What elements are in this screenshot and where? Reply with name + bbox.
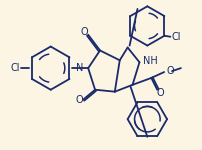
Text: O: O (76, 94, 83, 105)
Text: O: O (156, 88, 164, 98)
Text: NH: NH (143, 56, 158, 66)
Text: O: O (166, 66, 174, 76)
Text: N: N (76, 63, 83, 73)
Text: Cl: Cl (171, 32, 181, 42)
Text: O: O (80, 27, 88, 37)
Text: Cl: Cl (11, 63, 20, 73)
